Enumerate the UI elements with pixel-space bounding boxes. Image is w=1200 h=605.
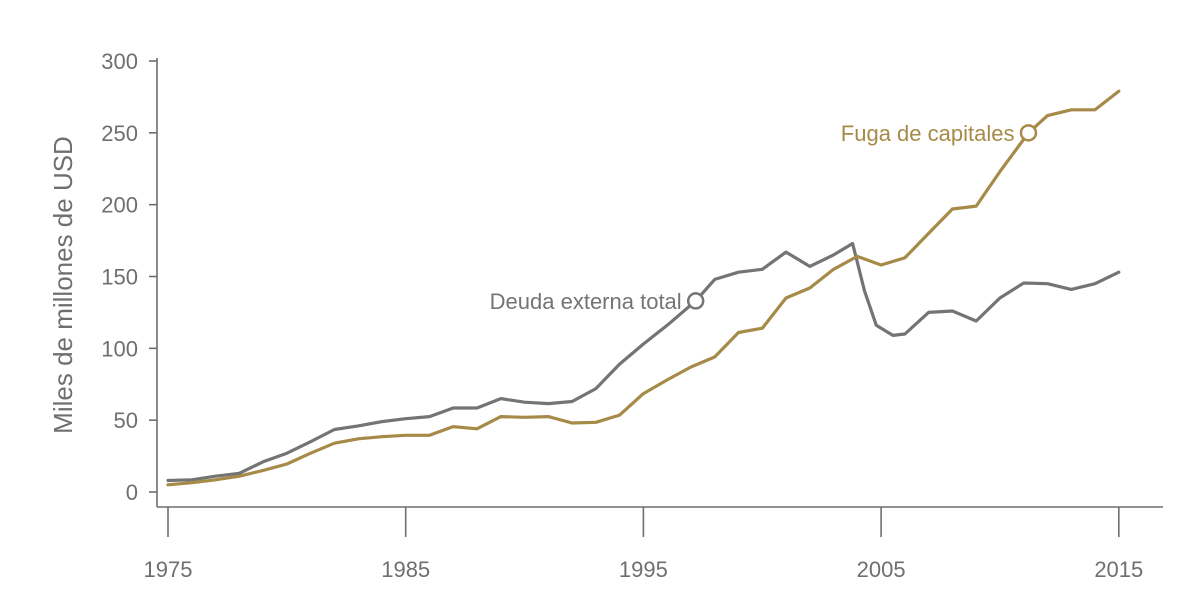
y-tick-label: 200 bbox=[101, 193, 138, 218]
x-tick-label: 2005 bbox=[857, 557, 906, 582]
series-line-1 bbox=[166, 241, 1121, 483]
x-tick-label: 1975 bbox=[144, 557, 193, 582]
y-axis-title: Miles de millones de USD bbox=[48, 136, 78, 434]
x-tick-label: 2015 bbox=[1094, 557, 1143, 582]
series-marker-1 bbox=[686, 292, 705, 310]
x-tick-label: 1985 bbox=[381, 557, 430, 582]
y-tick-label: 100 bbox=[101, 336, 138, 361]
y-tick-label: 0 bbox=[126, 480, 138, 505]
x-axis: 1975 1985 1995 2005 2015 bbox=[144, 507, 1143, 582]
series-label-1: Deuda externa total bbox=[490, 289, 682, 314]
series-lines bbox=[166, 89, 1121, 487]
y-tick-label: 50 bbox=[114, 408, 138, 433]
y-tick-label: 300 bbox=[101, 49, 138, 74]
series-line-2 bbox=[166, 89, 1121, 487]
series-marker-2 bbox=[1019, 124, 1038, 142]
series-labels: Deuda externa total Fuga de capitales bbox=[490, 121, 1038, 314]
y-axis: 0 50 100 150 200 250 300 bbox=[101, 49, 157, 505]
y-tick-label: 150 bbox=[101, 264, 138, 289]
x-tick-label: 1995 bbox=[619, 557, 668, 582]
y-tick-label: 250 bbox=[101, 121, 138, 146]
series-label-2: Fuga de capitales bbox=[841, 121, 1015, 146]
